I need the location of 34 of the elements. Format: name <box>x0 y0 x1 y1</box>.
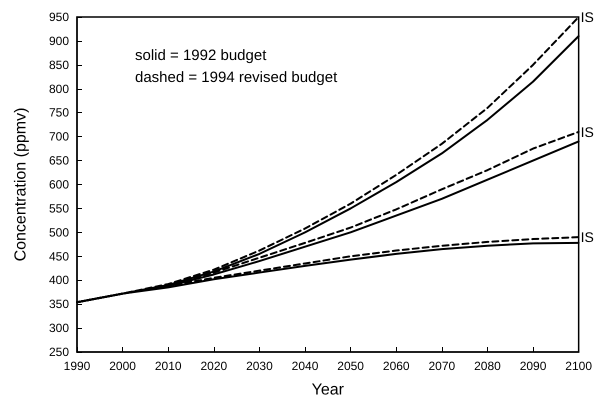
x-tick-label: 2040 <box>292 359 319 373</box>
x-tick-label: 2030 <box>246 359 274 373</box>
y-tick-label: 850 <box>48 58 70 72</box>
y-tick-label: 450 <box>48 249 70 264</box>
series-label: IS <box>580 229 594 246</box>
y-tick-label: 750 <box>48 106 70 120</box>
x-tick-label: 1990 <box>64 359 91 373</box>
x-tick-label: 2070 <box>428 359 456 373</box>
x-tick-label: 2080 <box>474 359 502 373</box>
y-tick-label: 550 <box>48 201 70 216</box>
y-tick-label: 800 <box>48 82 70 96</box>
x-tick-label: 2020 <box>200 359 228 373</box>
x-tick-label: 2090 <box>520 359 547 373</box>
x-tick-label: 2000 <box>109 359 136 373</box>
y-tick-label: 300 <box>48 321 70 336</box>
y-tick-label: 650 <box>48 154 70 168</box>
annotation: dashed = 1994 revised budget <box>135 69 338 86</box>
y-tick-label: 900 <box>48 34 70 48</box>
y-tick-label: 250 <box>48 345 70 359</box>
series-label: IS <box>580 9 594 25</box>
x-tick-label: 2060 <box>382 359 410 373</box>
y-tick-label: 600 <box>48 178 70 192</box>
y-tick-label: 950 <box>48 10 70 24</box>
y-tick-label: 700 <box>48 130 70 144</box>
y-tick-label: 500 <box>48 225 70 240</box>
series-label: IS <box>580 124 594 140</box>
x-tick-label: 2050 <box>337 359 364 373</box>
y-tick-label: 350 <box>48 297 70 312</box>
x-tick-label: 2100 <box>565 359 592 373</box>
y-tick-label: 400 <box>48 273 70 288</box>
y-axis-title: Concentration (ppmv) <box>12 108 30 262</box>
annotation: solid = 1992 budget <box>135 47 268 64</box>
x-tick-label: 2010 <box>154 359 182 373</box>
x-axis-title: Year <box>312 382 345 398</box>
